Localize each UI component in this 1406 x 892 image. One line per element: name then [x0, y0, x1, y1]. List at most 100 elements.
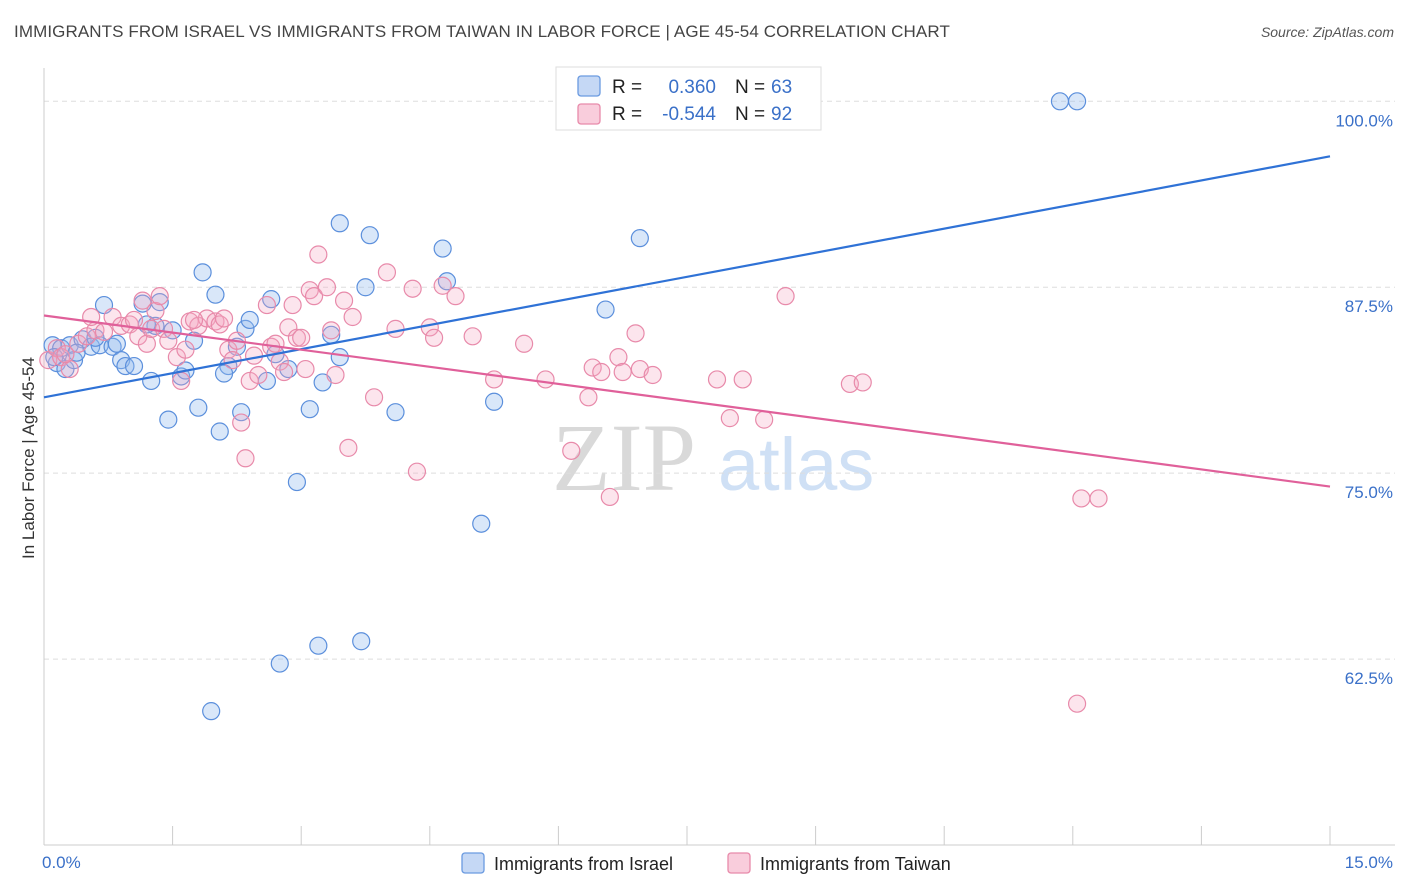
data-point — [609, 348, 628, 367]
data-point — [274, 362, 294, 382]
data-point — [60, 359, 79, 379]
bottom-legend-label-taiwan: Immigrants from Taiwan — [760, 854, 951, 874]
data-point — [56, 345, 75, 364]
data-point — [287, 472, 307, 492]
data-point — [232, 403, 251, 422]
legend-r-label-israel: R = — [612, 77, 642, 98]
legend-swatch-israel — [577, 75, 601, 97]
data-point — [630, 229, 649, 248]
data-point — [330, 214, 349, 233]
data-point — [236, 449, 255, 468]
data-point — [137, 334, 156, 353]
y-tick-label: 75.0% — [1345, 483, 1393, 502]
data-point — [364, 388, 384, 407]
series-legend: Immigrants from Israel Immigrants from T… — [461, 852, 951, 874]
data-point — [296, 359, 315, 379]
bottom-legend-swatch-taiwan — [727, 852, 751, 874]
data-point — [304, 287, 324, 306]
stats-legend: R = 0.360 N = 63 R = -0.544 N = 92 — [555, 66, 822, 131]
data-point — [206, 285, 225, 304]
data-point — [107, 334, 126, 353]
data-point — [133, 291, 152, 310]
y-tick-label: 100.0% — [1335, 111, 1393, 130]
data-point — [1050, 92, 1070, 111]
data-point — [124, 356, 144, 376]
data-point — [202, 702, 221, 721]
data-point — [352, 632, 371, 651]
legend-n-label-israel: N = — [735, 77, 765, 98]
data-point — [287, 328, 307, 347]
data-point — [463, 327, 482, 346]
data-point — [94, 322, 114, 341]
y-axis-title: In Labor Force | Age 45-54 — [19, 357, 38, 559]
data-point — [377, 263, 397, 282]
data-point — [433, 239, 452, 258]
x-tick-label-max: 15.0% — [1345, 853, 1393, 872]
bottom-legend-label-israel: Immigrants from Israel — [494, 854, 673, 874]
data-point — [339, 438, 358, 457]
data-point — [776, 287, 795, 306]
legend-r-value-taiwan: -0.544 — [662, 104, 716, 125]
data-point — [184, 310, 204, 330]
data-point — [322, 321, 341, 340]
data-point — [210, 422, 229, 441]
data-point — [214, 364, 234, 383]
data-point — [292, 328, 311, 347]
data-point — [386, 403, 405, 422]
watermark-atlas: atlas — [718, 423, 874, 506]
data-point — [583, 358, 602, 377]
data-point — [309, 636, 328, 655]
data-points — [39, 92, 1108, 721]
data-point — [244, 346, 264, 365]
data-point — [579, 388, 598, 407]
data-point — [257, 295, 277, 315]
data-point — [707, 370, 727, 389]
data-point — [193, 263, 212, 282]
data-point — [433, 276, 452, 295]
data-point — [1067, 694, 1087, 713]
data-point — [240, 310, 259, 330]
chart-title: IMMIGRANTS FROM ISRAEL VS IMMIGRANTS FRO… — [14, 22, 950, 41]
data-point — [1072, 489, 1091, 508]
data-point — [309, 245, 328, 264]
source-credit: Source: ZipAtlas.com — [1260, 24, 1394, 40]
data-point — [403, 279, 422, 298]
x-tick-label-min: 0.0% — [42, 853, 81, 872]
data-point — [334, 291, 354, 310]
data-point — [343, 307, 362, 327]
data-point — [159, 331, 178, 350]
legend-n-value-taiwan: 92 — [771, 104, 792, 125]
data-point — [189, 398, 208, 417]
data-point — [515, 334, 534, 353]
data-point — [159, 410, 178, 429]
data-point — [172, 371, 191, 391]
data-point — [266, 334, 285, 353]
data-point — [214, 309, 234, 328]
y-tick-label: 87.5% — [1345, 297, 1393, 316]
data-point — [755, 410, 774, 429]
data-point — [853, 373, 872, 392]
data-point — [360, 226, 379, 245]
legend-n-label-taiwan: N = — [735, 104, 765, 125]
data-point — [592, 362, 611, 382]
data-point — [270, 654, 289, 673]
trend-line-israel — [43, 155, 1331, 399]
data-point — [562, 441, 581, 460]
data-point — [232, 413, 251, 432]
legend-r-label-taiwan: R = — [612, 104, 642, 125]
data-point — [626, 324, 645, 343]
data-point — [330, 348, 349, 367]
data-point — [249, 365, 268, 385]
data-point — [1067, 92, 1087, 111]
axes — [43, 68, 1395, 846]
data-point — [326, 365, 345, 385]
data-point — [733, 370, 752, 389]
data-point — [317, 278, 337, 297]
data-point — [283, 295, 302, 315]
trend-line-taiwan — [43, 314, 1331, 488]
data-point — [720, 409, 739, 428]
data-point — [407, 462, 427, 481]
legend-n-value-israel: 63 — [771, 77, 792, 98]
legend-swatch-taiwan — [577, 103, 601, 125]
